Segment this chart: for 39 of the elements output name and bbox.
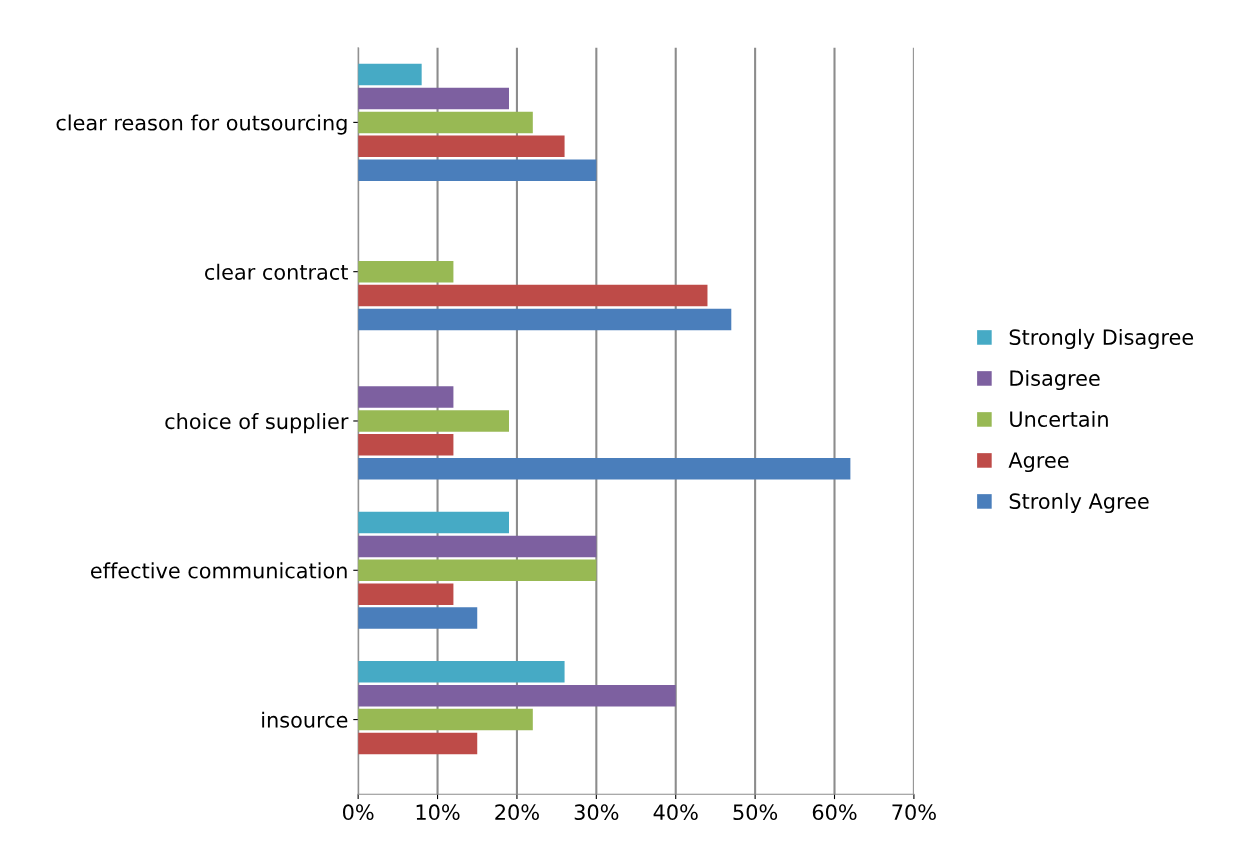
bar [358,260,454,283]
bar [358,661,565,683]
bar [358,458,851,480]
bar [358,87,509,110]
bar [358,559,597,582]
x-tick-label: 50% [733,804,778,821]
x-tick-label: 10% [416,804,460,821]
x-tick-label: 70% [892,804,936,821]
x-tick-label: 30% [574,804,619,821]
legend-label: Uncertain [1010,410,1108,428]
legend-label: Stronly Agree [1009,492,1149,514]
bar [358,535,597,558]
y-tick-label: choice of supplier [165,413,349,434]
legend-label: Strongly Disagree [1009,328,1194,350]
bar [358,308,732,331]
x-tick-label: 20% [495,804,539,821]
bar [358,607,478,629]
y-tick-label: insource [262,711,348,728]
bar [358,708,533,731]
bar [358,511,509,534]
bar [358,284,708,307]
bar [358,63,422,86]
y-tick-label: clear contract [205,263,348,280]
y-tick-label: effective communication [90,562,347,579]
bar [358,111,533,134]
bar [358,434,454,456]
bar [358,732,478,755]
bar [358,135,565,158]
bar [358,410,509,432]
legend-label: Agree [1008,452,1069,473]
y-tick-label: clear reason for outsourcing [56,114,347,135]
bar [358,386,454,408]
bar [358,684,676,707]
x-tick-label: 60% [812,804,857,821]
bar [358,159,597,181]
x-tick-label: 40% [653,804,698,821]
bar [358,583,454,605]
legend-label: Disagree [1010,369,1100,391]
x-tick-label: 0% [343,804,374,821]
